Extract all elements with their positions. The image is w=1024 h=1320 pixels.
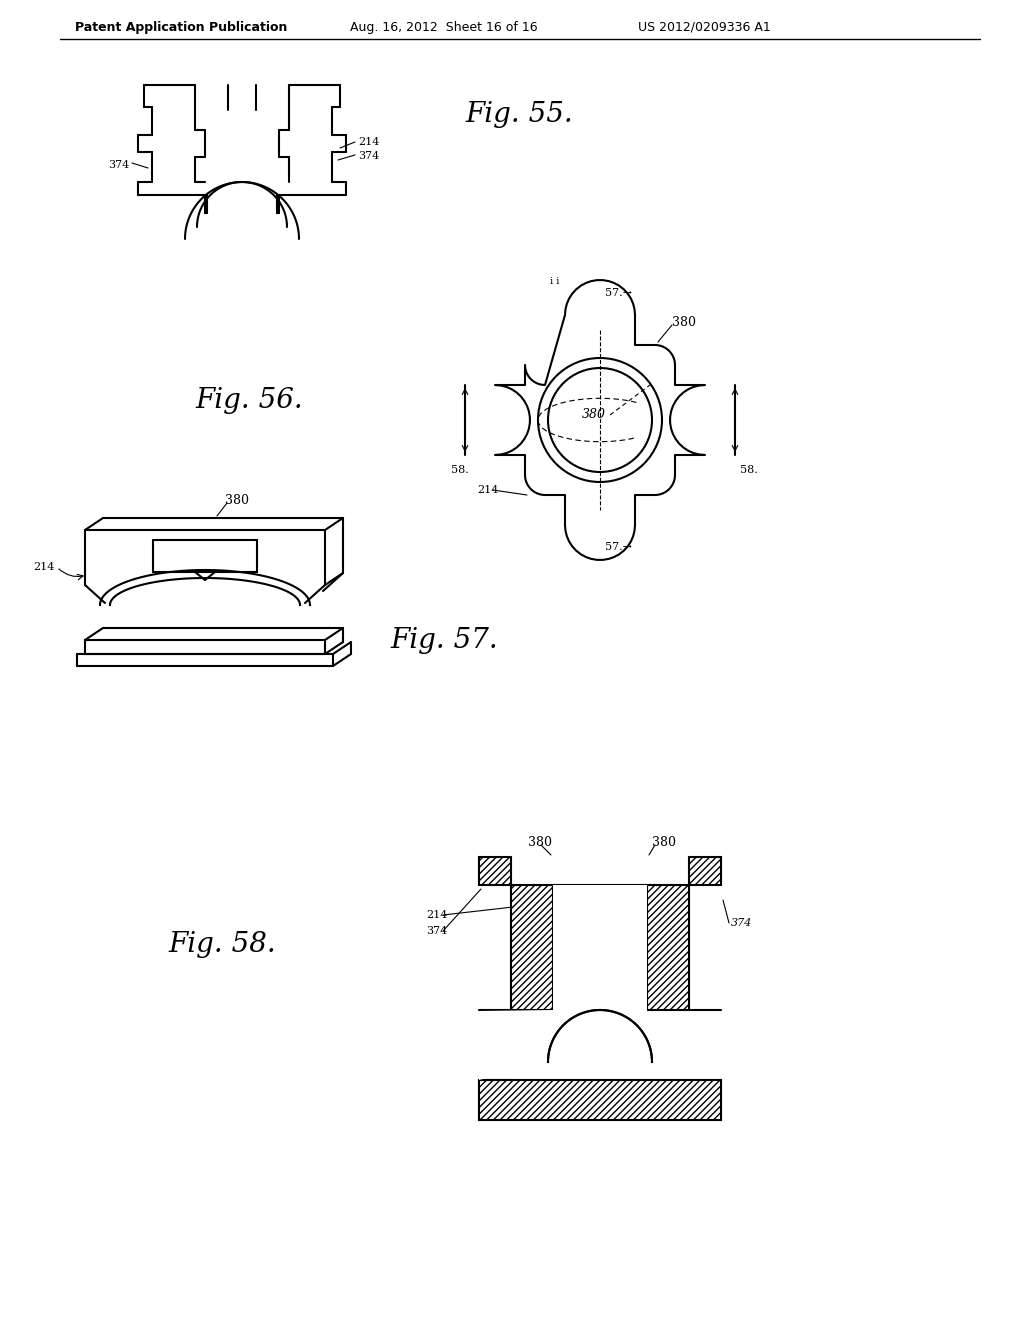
Text: 214: 214	[426, 909, 447, 920]
Text: Fig. 57.: Fig. 57.	[390, 627, 498, 653]
Text: 374: 374	[731, 917, 753, 928]
Text: 58.: 58.	[452, 465, 469, 475]
Text: 57.→: 57.→	[605, 288, 632, 298]
Polygon shape	[479, 1080, 721, 1119]
Text: 380: 380	[582, 408, 606, 421]
Polygon shape	[511, 884, 553, 1010]
Text: 380: 380	[528, 836, 552, 849]
Text: 214: 214	[477, 484, 499, 495]
Text: 374: 374	[426, 927, 447, 936]
Polygon shape	[479, 857, 511, 884]
Text: Fig. 55.: Fig. 55.	[465, 102, 572, 128]
Text: i i: i i	[550, 277, 559, 286]
Text: Aug. 16, 2012  Sheet 16 of 16: Aug. 16, 2012 Sheet 16 of 16	[350, 21, 538, 33]
Text: 214: 214	[33, 562, 54, 572]
Polygon shape	[548, 884, 652, 1063]
Text: US 2012/0209336 A1: US 2012/0209336 A1	[638, 21, 771, 33]
Text: 380: 380	[225, 494, 249, 507]
Text: Fig. 56.: Fig. 56.	[195, 387, 303, 413]
Text: 214: 214	[358, 137, 379, 147]
Polygon shape	[647, 884, 689, 1010]
Text: 57.→: 57.→	[605, 543, 632, 552]
Text: 374: 374	[358, 150, 379, 161]
Text: 374: 374	[108, 160, 129, 170]
Text: 380: 380	[672, 315, 696, 329]
Text: 58.: 58.	[740, 465, 758, 475]
Text: Patent Application Publication: Patent Application Publication	[75, 21, 288, 33]
Text: 380: 380	[652, 836, 676, 849]
Polygon shape	[479, 1010, 652, 1080]
Polygon shape	[689, 857, 721, 884]
Text: Fig. 58.: Fig. 58.	[168, 932, 275, 958]
